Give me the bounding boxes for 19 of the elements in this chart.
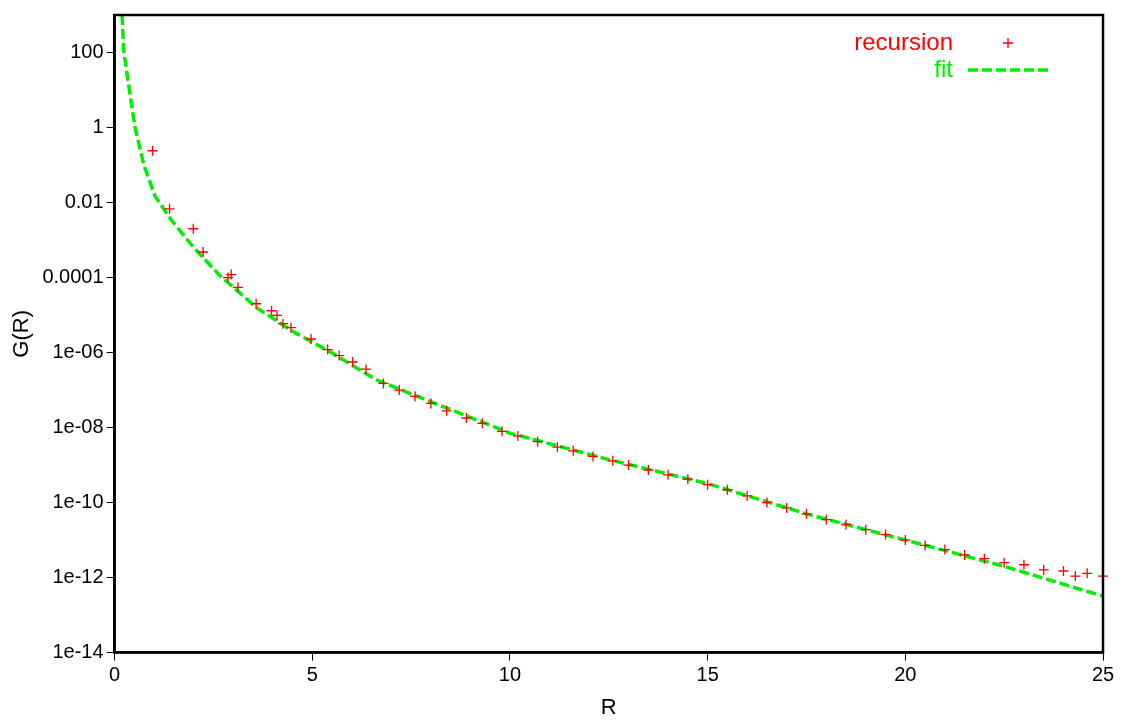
y-tick-label: 100: [70, 40, 104, 63]
x-axis-title: R: [600, 693, 617, 719]
legend-label: fit: [934, 54, 954, 82]
y-tick-label: 1e-08: [52, 415, 104, 438]
x-tick-label: 15: [696, 663, 719, 686]
y-tick-label: 1e-10: [52, 490, 104, 513]
x-tick-label: 20: [894, 663, 917, 686]
y-tick-label: 1e-14: [52, 640, 104, 663]
legend-label: recursion: [854, 27, 953, 55]
y-tick-label: 1e-12: [52, 565, 104, 588]
x-tick-label: 0: [109, 663, 121, 686]
y-tick-label: 0.01: [64, 190, 104, 213]
y-axis-title: G(R): [8, 309, 34, 358]
x-tick-label: 25: [1091, 663, 1115, 686]
y-tick-label: 1: [92, 115, 104, 138]
x-tick-label: 5: [306, 663, 318, 686]
y-tick-label: 0.0001: [42, 265, 104, 288]
y-tick-label: 1e-06: [52, 340, 104, 363]
x-tick-label: 10: [498, 663, 522, 686]
